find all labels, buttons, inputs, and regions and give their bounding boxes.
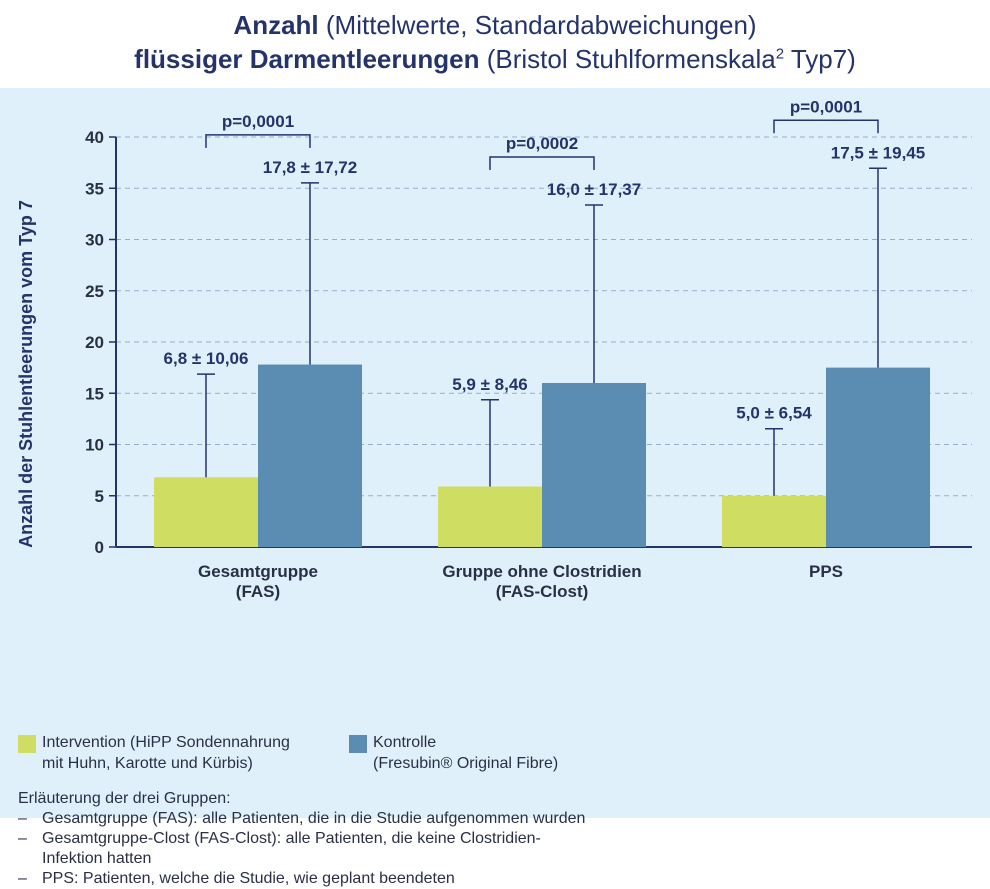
data-label: 5,0 ± 6,54 [736, 404, 812, 423]
note-text: Infektion hatten [42, 850, 152, 867]
y-tick-label: 20 [85, 333, 104, 352]
data-label: 17,8 ± 17,72 [263, 158, 357, 177]
y-tick-label: 15 [85, 384, 104, 403]
note-text: Gesamtgruppe-Clost (FAS-Clost): alle Pat… [42, 830, 541, 847]
legend-line: Intervention (HiPP Sondennahrung [42, 734, 290, 751]
bar [722, 495, 826, 547]
category-label: (FAS) [236, 582, 280, 601]
p-value-label: p=0,0002 [506, 134, 578, 153]
category-label: PPS [809, 562, 843, 581]
note-text: PPS: Patienten, welche die Studie, wie g… [42, 870, 455, 887]
data-label: 6,8 ± 10,06 [164, 349, 249, 368]
p-value-label: p=0,0001 [790, 97, 862, 116]
bar-chart: 0 5 10 15 20 25 30 35 40 Anzahl der Stuhlentleeru… [16, 97, 972, 601]
data-label: 17,5 ± 19,45 [831, 143, 925, 162]
bar [154, 477, 258, 547]
significance-bracket [773, 119, 879, 134]
chart-panel: 0 5 10 15 20 25 30 35 40 Anzahl der Stuhlentleeru… [0, 88, 990, 887]
y-tick-label: 5 [95, 487, 104, 506]
y-tick-label: 40 [85, 128, 104, 147]
legend-swatch-kontrolle [349, 735, 367, 753]
title-line2-bold: flüssiger Darmentleerungen [134, 44, 480, 74]
category-label: Gruppe ohne Clostridien [442, 562, 641, 581]
legend-label-intervention: Intervention (HiPP Sondennahrung mit Huh… [42, 732, 342, 774]
note-dash: – [18, 830, 27, 847]
category-label: (FAS-Clost) [496, 582, 589, 601]
p-value-label: p=0,0001 [222, 112, 294, 131]
legend-line: Kontrolle [373, 734, 437, 751]
title-line2-rest: (Bristol Stuhlformenskala [486, 44, 776, 74]
bar [438, 486, 542, 547]
y-tick-label: 35 [85, 179, 104, 198]
legend-swatch-intervention [18, 735, 36, 753]
data-label: 5,9 ± 8,46 [452, 375, 528, 394]
legend-line: (Fresubin® Original Fibre) [373, 755, 559, 772]
title-line-1: Anzahl (Mittelwerte, Standardabweichunge… [0, 0, 990, 42]
title-line-2: flüssiger Darmentleerungen (Bristol Stuh… [0, 42, 990, 76]
note-dash: – [18, 810, 27, 827]
bar [826, 367, 930, 547]
note-item-fas: – Gesamtgruppe (FAS): alle Patienten, di… [18, 809, 918, 829]
title-line2-end: Typ7) [790, 44, 856, 74]
y-tick-label: 30 [85, 231, 104, 250]
title-line1-rest: (Mittelwerte, Standardabweichungen) [325, 10, 757, 40]
data-label: 16,0 ± 17,37 [547, 180, 641, 199]
note-text: Gesamtgruppe (FAS): alle Patienten, die … [42, 810, 586, 827]
note-item-fas-clost: – Gesamtgruppe-Clost (FAS-Clost): alle P… [18, 829, 918, 869]
notes-heading: Erläuterung der drei Gruppen: [18, 790, 231, 807]
chart-title: Anzahl (Mittelwerte, Standardabweichunge… [0, 0, 990, 88]
significance-bracket [489, 156, 595, 170]
y-tick-label: 25 [85, 282, 104, 301]
title-line1-bold: Anzahl [233, 10, 319, 40]
bar [258, 364, 362, 547]
y-tick-label: 10 [85, 436, 104, 455]
significance-bracket [205, 134, 311, 148]
legend-label-kontrolle: Kontrolle (Fresubin® Original Fibre) [373, 732, 673, 774]
note-dash: – [18, 870, 27, 887]
y-axis-label: Anzahl der Stuhlentleerungen vom Typ 7 [16, 200, 36, 548]
bar [542, 383, 646, 547]
category-label: Gesamtgruppe [198, 562, 318, 581]
group-notes: Erläuterung der drei Gruppen: – Gesamtgr… [18, 789, 918, 889]
y-tick-label: 0 [95, 538, 104, 557]
legend-line: mit Huhn, Karotte und Kürbis) [42, 755, 253, 772]
title-line2-sup: 2 [775, 45, 785, 63]
note-item-pps: – PPS: Patienten, welche die Studie, wie… [18, 869, 918, 889]
